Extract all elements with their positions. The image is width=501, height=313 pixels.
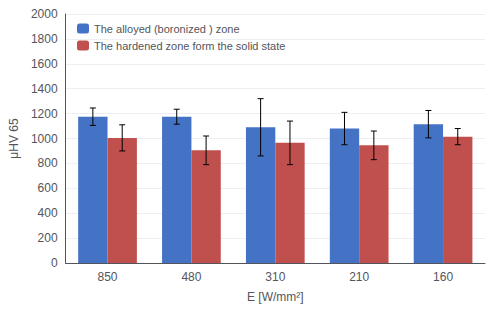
svg-text:310: 310 (265, 270, 285, 284)
svg-text:1400: 1400 (31, 82, 58, 96)
svg-text:160: 160 (433, 270, 453, 284)
svg-text:2000: 2000 (31, 7, 58, 21)
svg-text:The alloyed (boronized ) zone: The alloyed (boronized ) zone (94, 23, 240, 35)
svg-text:μHV 65: μHV 65 (7, 118, 21, 159)
svg-text:800: 800 (38, 156, 58, 170)
svg-text:1200: 1200 (31, 107, 58, 121)
svg-text:The hardened zone form the sol: The hardened zone form the solid state (94, 40, 285, 52)
svg-text:1800: 1800 (31, 32, 58, 46)
svg-text:400: 400 (38, 206, 58, 220)
svg-text:E [W/mm²]: E [W/mm²] (247, 290, 304, 304)
svg-text:850: 850 (98, 270, 118, 284)
svg-text:600: 600 (38, 181, 58, 195)
svg-text:0: 0 (51, 256, 58, 270)
svg-text:210: 210 (349, 270, 369, 284)
svg-text:1000: 1000 (31, 132, 58, 146)
svg-text:200: 200 (38, 231, 58, 245)
svg-text:480: 480 (181, 270, 201, 284)
svg-text:1600: 1600 (31, 57, 58, 71)
